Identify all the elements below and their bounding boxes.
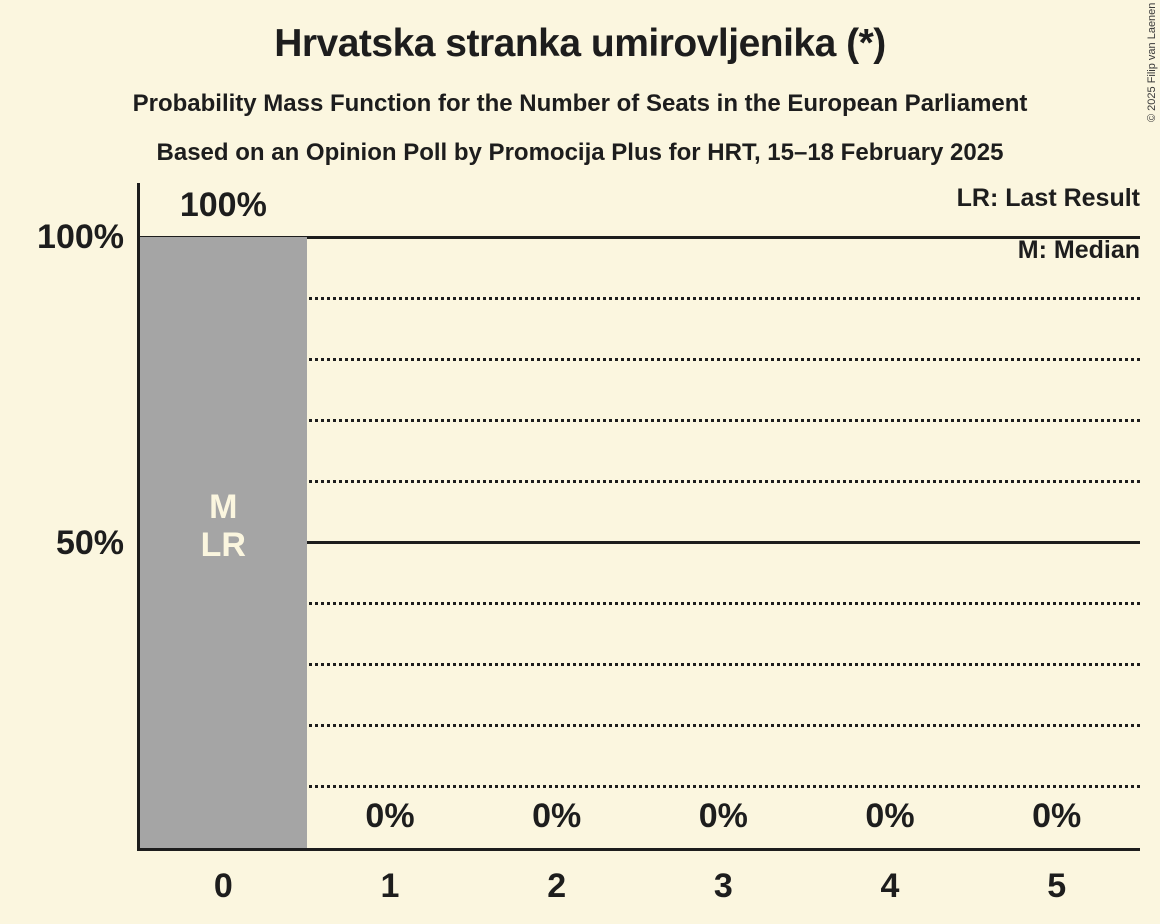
copyright-notice: © 2025 Filip van Laenen — [1146, 2, 1158, 122]
chart-source-line: Based on an Opinion Poll by Promocija Pl… — [156, 139, 1004, 166]
dotted-gridline-80pct — [140, 357, 1140, 361]
x-tick-label-3: 3 — [713, 867, 733, 905]
y-tick-label-50pct: 50% — [55, 523, 124, 562]
solid-gridline-100pct — [140, 235, 1140, 239]
legend-median-label: M: Median — [1017, 236, 1140, 264]
chart-subtitle: Probability Mass Function for the Number… — [132, 90, 1028, 117]
median-last-result-marker: M LR — [200, 488, 246, 564]
bar-value-label-seat-0: 100% — [179, 186, 267, 224]
bar-value-label-seat-5: 0% — [1032, 797, 1082, 835]
dotted-gridline-60pct — [140, 479, 1140, 483]
dotted-gridline-70pct — [140, 418, 1140, 422]
x-tick-label-2: 2 — [547, 867, 567, 905]
x-tick-label-0: 0 — [213, 867, 233, 905]
x-tick-label-5: 5 — [1047, 867, 1067, 905]
dotted-gridline-30pct — [140, 663, 1140, 667]
y-tick-label-100pct: 100% — [37, 218, 124, 256]
bar-seat-0 — [140, 237, 307, 848]
x-tick-label-4: 4 — [880, 867, 900, 905]
solid-gridline-50pct — [140, 541, 1140, 544]
dotted-gridline-90pct — [140, 296, 1140, 300]
dotted-gridline-10pct — [140, 785, 1140, 789]
dotted-gridline-20pct — [140, 724, 1140, 728]
chart-title: Hrvatska stranka umirovljenika (*) — [274, 22, 886, 65]
x-tick-label-1: 1 — [380, 867, 400, 905]
bar-value-label-seat-3: 0% — [698, 797, 748, 835]
legend-last-result-label: LR: Last Result — [956, 184, 1140, 212]
plot-area: 100% 0% 0% 0% 0% 0% M LR — [137, 183, 1140, 851]
bar-value-label-seat-2: 0% — [532, 797, 582, 835]
bar-value-label-seat-1: 0% — [365, 797, 415, 835]
dotted-gridline-40pct — [140, 602, 1140, 606]
bar-value-label-seat-4: 0% — [865, 797, 915, 835]
